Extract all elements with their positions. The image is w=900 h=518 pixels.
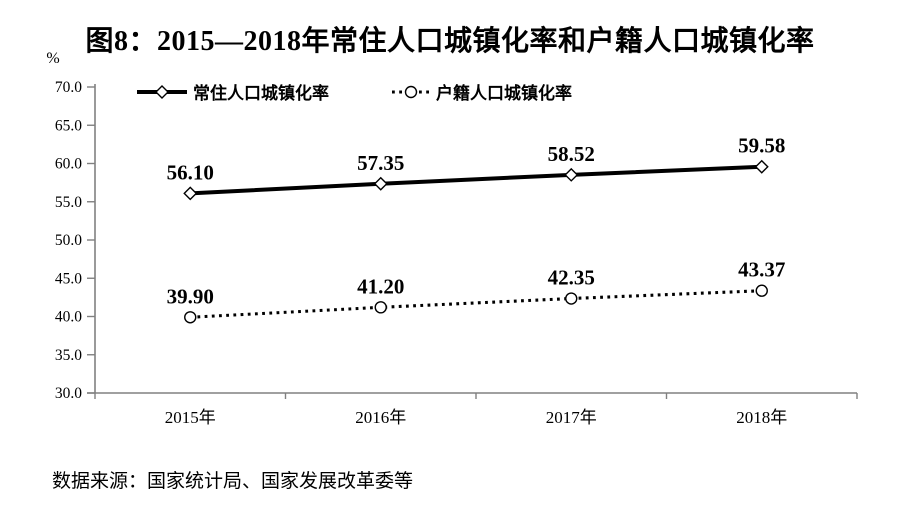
y-axis-tick-label: 65.0 bbox=[55, 117, 82, 134]
y-axis-tick-label: 35.0 bbox=[55, 347, 82, 364]
data-label: 41.20 bbox=[357, 274, 404, 298]
data-point-diamond bbox=[564, 167, 579, 182]
y-axis-tick-label: 55.0 bbox=[55, 194, 82, 211]
data-label: 56.10 bbox=[167, 160, 214, 184]
data-label: 43.37 bbox=[738, 258, 785, 282]
series-line-2 bbox=[190, 289, 762, 319]
data-label: 39.90 bbox=[167, 284, 214, 308]
y-axis-tick-label: 45.0 bbox=[55, 270, 82, 287]
data-label: 42.35 bbox=[548, 266, 595, 290]
y-axis-unit-label: % bbox=[46, 50, 59, 67]
data-point-diamond bbox=[183, 186, 198, 201]
x-axis-tick-label: 2017年 bbox=[546, 408, 597, 427]
data-point-diamond bbox=[373, 176, 388, 191]
legend-label-1: 常住人口城镇化率 bbox=[193, 83, 329, 103]
y-axis-tick-label: 30.0 bbox=[55, 385, 82, 402]
y-axis-tick-label: 50.0 bbox=[55, 232, 82, 249]
x-axis-tick-label: 2018年 bbox=[736, 408, 787, 427]
y-axis-tick-label: 70.0 bbox=[55, 79, 82, 96]
chart-title: 图8：2015—2018年常住人口城镇化率和户籍人口城镇化率 bbox=[85, 26, 815, 57]
source-note: 数据来源：国家统计局、国家发展改革委等 bbox=[52, 471, 414, 492]
data-point-circle bbox=[755, 284, 768, 297]
legend-marker-diamond bbox=[155, 85, 169, 99]
y-axis-tick-label: 40.0 bbox=[55, 309, 82, 326]
legend-label-2: 户籍人口城镇化率 bbox=[436, 83, 572, 103]
data-point-circle bbox=[184, 311, 197, 324]
data-point-circle bbox=[565, 292, 578, 305]
series-line-1 bbox=[190, 164, 762, 196]
data-label: 57.35 bbox=[357, 151, 404, 175]
x-axis-tick-label: 2015年 bbox=[165, 408, 216, 427]
data-point-diamond bbox=[754, 159, 769, 174]
data-label: 59.58 bbox=[738, 134, 785, 158]
legend-marker-circle bbox=[404, 85, 418, 99]
x-axis-tick-label: 2016年 bbox=[355, 408, 406, 427]
data-point-circle bbox=[374, 301, 387, 314]
data-label: 58.52 bbox=[548, 142, 595, 166]
y-axis-tick-label: 60.0 bbox=[55, 156, 82, 173]
